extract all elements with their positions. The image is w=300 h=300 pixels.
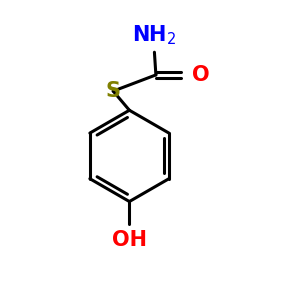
Text: S: S <box>106 81 121 101</box>
Text: OH: OH <box>112 230 147 250</box>
Text: O: O <box>192 65 209 85</box>
Text: NH$_2$: NH$_2$ <box>132 23 177 47</box>
